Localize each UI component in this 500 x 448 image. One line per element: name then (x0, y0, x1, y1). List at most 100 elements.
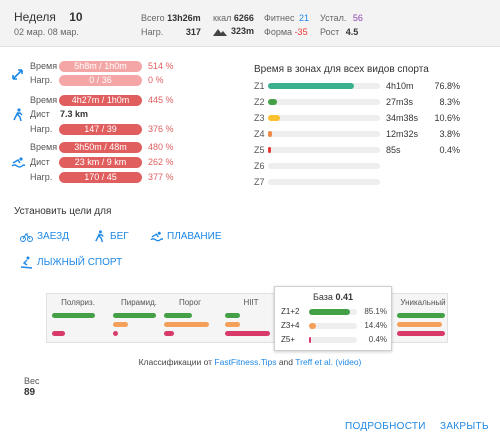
week-label: Неделя 10 (14, 10, 83, 24)
goal-swim-label[interactable]: ПЛАВАНИЕ (167, 231, 222, 242)
classification-column[interactable]: HIIT (225, 298, 277, 336)
date-range: 02 мар. 08 мар. (14, 27, 79, 37)
metric-percent: 445 % (148, 95, 174, 105)
form-stat: Форма -35 (264, 27, 308, 37)
zone-label: Z1 (254, 81, 265, 91)
classification-column[interactable]: Уникальный (397, 298, 449, 336)
close-button[interactable]: ЗАКРЫТЬ (440, 421, 489, 432)
fatigue-value: 56 (352, 13, 363, 23)
classification-column[interactable]: Пирамид. (113, 298, 165, 336)
classification-column[interactable]: Поляриз. (52, 298, 104, 336)
treff-link[interactable]: Treff et al. (295, 357, 334, 367)
popup-row: Z3+4 14.4% (281, 321, 387, 331)
ride-icon (12, 69, 23, 80)
credit-and: and (278, 357, 294, 367)
total-time-stat: Всего 13h26m (141, 13, 201, 23)
credit-prefix: Классификации от (138, 357, 213, 367)
popup-bar-fill (309, 337, 311, 343)
goal-ski-link[interactable]: ЛЫЖНЫЙ СПОРТ (20, 256, 122, 269)
classification-bar (397, 331, 445, 336)
metric-progress-pill: 5h8m / 1h0m (59, 61, 142, 72)
week-label-text: Неделя (14, 10, 56, 24)
elevation-stat: 323m (213, 26, 254, 36)
zone-percent: 8.3% (439, 97, 460, 107)
load-value: 317 (185, 27, 201, 37)
classification-bar (164, 313, 192, 318)
zone-label: Z6 (254, 161, 265, 171)
classification-bar (225, 322, 240, 327)
metric-percent: 377 % (148, 172, 174, 182)
metric-label: Время (30, 61, 58, 71)
classification-bar (397, 322, 442, 327)
popup-row-percent: 85.1% (364, 307, 387, 316)
popup-row-percent: 0.4% (368, 335, 387, 344)
total-value: 13h26m (167, 13, 201, 23)
classification-bar (225, 313, 240, 318)
ramp-label: Рост (320, 27, 340, 37)
metric-label: Дист (30, 109, 50, 119)
classification-bar (113, 331, 118, 336)
goal-swim-link[interactable]: ПЛАВАНИЕ (150, 230, 222, 243)
popup-bar-fill (309, 323, 316, 329)
classification-column-name: Пирамид. (121, 298, 157, 307)
goal-run-link[interactable]: БЕГ (93, 230, 129, 243)
classification-column[interactable]: Порог (164, 298, 216, 336)
classification-popup: База 0.41 Z1+2 85.1% Z3+4 14.4% Z5+ 0.4% (274, 286, 392, 351)
run-icon (13, 108, 23, 122)
zone-bar-fill (268, 131, 272, 137)
goal-ski-label[interactable]: ЛЫЖНЫЙ СПОРТ (37, 257, 123, 268)
zone-bar-fill (268, 83, 354, 89)
classification-credit: Классификации от FastFitness.Tips and Tr… (0, 357, 500, 367)
metric-progress-pill: 147 / 39 (59, 124, 142, 135)
fitness-value: 21 (298, 13, 309, 23)
metric-percent: 376 % (148, 124, 174, 134)
metric-progress-pill: 23 km / 9 km (59, 157, 142, 168)
zone-label: Z4 (254, 129, 265, 139)
classification-column-name: HIIT (243, 298, 259, 307)
goal-ride-link[interactable]: ЗАЕЗД (20, 230, 69, 243)
form-label: Форма (264, 27, 293, 37)
classification-bar (225, 331, 270, 336)
popup-title: База 0.41 (275, 292, 391, 302)
zone-bar-track (268, 163, 380, 169)
metric-percent: 262 % (148, 157, 174, 167)
popup-bar-track (309, 323, 357, 329)
week-number: 10 (69, 10, 83, 24)
metric-plain-value: 7.3 km (60, 109, 89, 119)
zone-bar-track (268, 179, 380, 185)
kcal-stat: ккал 6266 (213, 13, 254, 23)
ramp-value: 4.5 (345, 27, 359, 37)
fatigue-label: Устал. (320, 13, 347, 23)
goals-title: Установить цели для (14, 206, 112, 217)
swim-goal-icon (150, 231, 163, 242)
metric-progress-pill: 170 / 45 (59, 172, 142, 183)
classification-column-name: Уникальный (400, 298, 446, 307)
fastfitness-link[interactable]: FastFitness.Tips (214, 357, 277, 367)
zone-time: 27m3s (386, 97, 414, 107)
popup-row-percent: 14.4% (364, 321, 387, 330)
swim-icon (11, 157, 25, 168)
metric-percent: 480 % (148, 142, 174, 152)
zone-label: Z3 (254, 113, 265, 123)
popup-bar-track (309, 309, 357, 315)
weight-value: 89 (24, 387, 36, 398)
metric-label: Время (30, 95, 58, 105)
load-stat: Нагр. 317 (141, 27, 201, 37)
zone-time: 85s (386, 145, 401, 155)
goal-run-label[interactable]: БЕГ (110, 231, 129, 242)
zone-time: 12m32s (386, 129, 419, 139)
classification-bar (113, 322, 128, 327)
metric-label: Дист (30, 157, 50, 167)
zone-bar-fill (268, 115, 280, 121)
metric-progress-pill: 4h27m / 1h0m (59, 95, 142, 106)
classification-bar (397, 313, 445, 318)
popup-bar-track (309, 337, 357, 343)
metric-label: Нагр. (30, 124, 53, 134)
fitness-label: Фитнес (264, 13, 295, 23)
form-value: -35 (294, 27, 308, 37)
zone-bar-track (268, 115, 380, 121)
video-link[interactable]: (video) (335, 357, 362, 367)
goal-ride-label[interactable]: ЗАЕЗД (37, 231, 69, 242)
weight-label: Вес (24, 376, 40, 386)
details-button[interactable]: ПОДРОБНОСТИ (345, 421, 426, 432)
